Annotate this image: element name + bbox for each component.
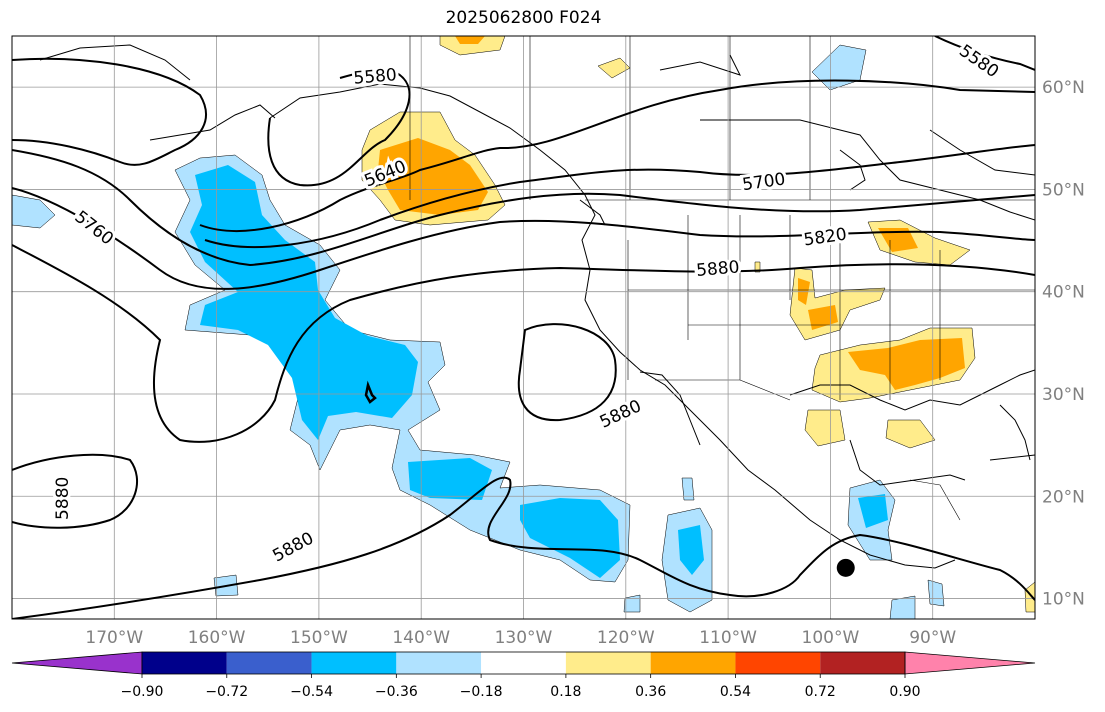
shade-deepblue-mx	[678, 525, 704, 575]
colorbar-segment	[226, 652, 312, 674]
shade-yellow-gulf-2	[885, 419, 936, 449]
contour-5880-west-south	[12, 453, 139, 529]
colorbar-tick-label: −0.72	[205, 684, 248, 700]
contour-5760	[12, 149, 1035, 267]
contour-5820	[12, 187, 1035, 290]
contour-5880-north	[12, 244, 1035, 443]
contour-5580-northeast	[934, 36, 1035, 71]
colorbar-extend-high	[904, 651, 1036, 675]
lon-tick-labels: 170°W 160°W 150°W 140°W 130°W 120°W 110°W 100°W…	[85, 628, 956, 648]
lat-tick-label: 10°N	[1042, 590, 1085, 610]
lat-tick-labels: 10°N 20°N 30°N 40°N 50°N 60°N	[1042, 78, 1085, 609]
colorbar-extend-low	[11, 651, 143, 675]
colorbar-segment	[650, 652, 736, 674]
shading-layer	[12, 36, 1035, 619]
contour-5640	[199, 79, 1035, 232]
lon-tick-label: 140°W	[392, 628, 450, 648]
lon-tick-label: 150°W	[290, 628, 348, 648]
colorbar-tick-label: −0.90	[121, 684, 164, 700]
lat-tick-label: 60°N	[1042, 78, 1085, 98]
colorbar: −0.90 −0.72 −0.54 −0.36 −0.18 0.18 0.36 0.54 0.7…	[11, 651, 1036, 700]
contour-5880-south	[12, 476, 1035, 619]
shade-lightblue-small-5	[681, 477, 695, 501]
colorbar-tick-label: 0.72	[805, 684, 836, 700]
shade-deepblue-pacific-3	[520, 498, 620, 578]
colorbar-segment	[142, 652, 227, 674]
colorbar-tick-label: 0.18	[550, 684, 581, 700]
lon-tick-label: 90°W	[909, 628, 956, 648]
coastlines	[39, 44, 1035, 569]
shade-yellow-gulf-1	[804, 409, 846, 447]
contour-5580-west	[12, 57, 207, 166]
colorbar-segment	[311, 652, 397, 674]
contour-5880-east-pacific	[517, 323, 617, 422]
lon-tick-label: 110°W	[699, 628, 757, 648]
height-contours	[12, 36, 1035, 619]
shade-orange-lakes	[878, 228, 918, 252]
lon-tick-label: 130°W	[495, 628, 553, 648]
colorbar-segment	[820, 652, 905, 674]
colorbar-outline	[141, 651, 906, 675]
contour-label: 5580	[353, 65, 398, 89]
contour-label: 5880	[695, 257, 740, 281]
shade-deepblue-gulf	[858, 494, 888, 528]
shade-orange-south	[848, 338, 965, 390]
colorbar-tick-label: 0.36	[635, 684, 666, 700]
storm-marker	[836, 558, 855, 577]
colorbar-tick-label: 0.90	[889, 684, 920, 700]
colorbar-segment	[735, 652, 821, 674]
shade-yellow-small-co	[754, 261, 761, 273]
lat-tick-label: 40°N	[1042, 283, 1085, 303]
shade-lightblue-small-3	[889, 595, 916, 619]
contour-5700	[204, 144, 1035, 248]
map-title: 2025062800 F024	[445, 8, 602, 28]
shade-orange-alaska	[378, 138, 488, 215]
shade-lightblue-small-2	[623, 594, 641, 613]
shade-yellow-top	[439, 36, 506, 56]
lon-tick-label: 100°W	[802, 628, 860, 648]
shade-deepblue-pacific-2	[408, 458, 492, 500]
contour-small-ring	[364, 380, 377, 404]
colorbar-tick-label: −0.36	[375, 684, 418, 700]
lon-tick-label: 160°W	[188, 628, 246, 648]
shade-yellow-east	[1024, 581, 1035, 613]
lon-tick-label: 170°W	[85, 628, 143, 648]
colorbar-segment	[565, 652, 651, 674]
lat-tick-label: 20°N	[1042, 487, 1085, 507]
grid-lines	[12, 36, 1035, 619]
contour-label: 5880	[53, 477, 73, 520]
map-frame	[11, 35, 1036, 620]
contour-5580-alaska	[267, 69, 411, 187]
borders	[409, 36, 1035, 521]
lat-tick-label: 50°N	[1042, 180, 1085, 200]
colorbar-tick-label: 0.54	[720, 684, 751, 700]
shade-deepblue-pacific	[190, 165, 418, 440]
lon-tick-label: 120°W	[597, 628, 655, 648]
shade-lightblue-small-4	[927, 579, 945, 607]
colorbar-segment	[481, 652, 566, 674]
shade-orange-top	[455, 36, 485, 44]
colorbar-segment	[396, 652, 482, 674]
colorbar-tick-label: −0.18	[460, 684, 503, 700]
shade-lightblue-west	[12, 194, 56, 229]
lat-tick-label: 30°N	[1042, 385, 1085, 405]
colorbar-tick-label: −0.54	[290, 684, 333, 700]
